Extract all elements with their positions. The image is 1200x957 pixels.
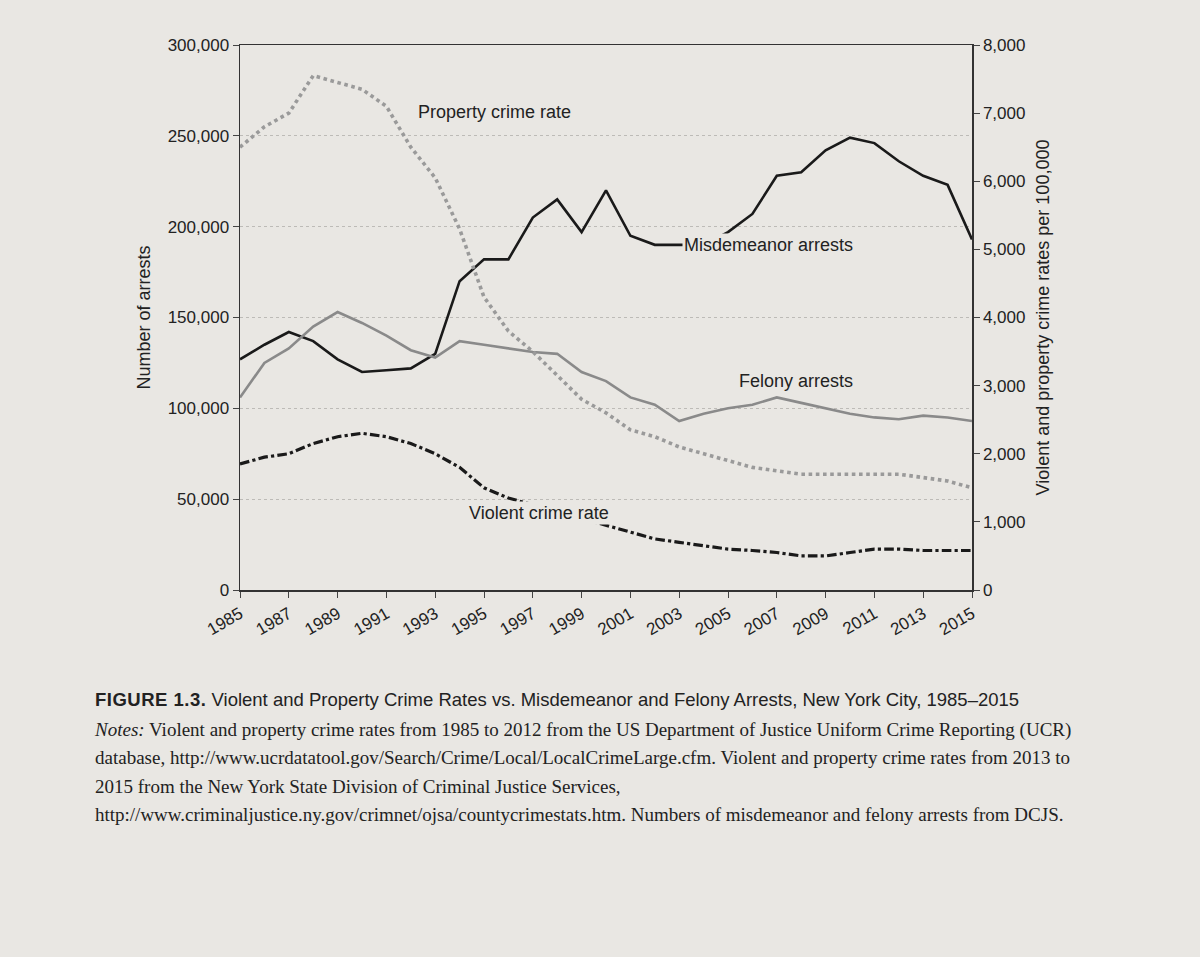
svg-text:3,000: 3,000 [983,377,1026,396]
svg-text:1989: 1989 [302,604,344,639]
svg-text:150,000: 150,000 [168,308,229,327]
svg-text:7,000: 7,000 [983,104,1026,123]
svg-text:2013: 2013 [887,604,929,639]
svg-text:2007: 2007 [741,604,783,639]
svg-text:1999: 1999 [546,604,588,639]
svg-text:50,000: 50,000 [177,490,229,509]
svg-text:8,000: 8,000 [983,36,1026,55]
svg-text:200,000: 200,000 [168,218,229,237]
svg-text:Property crime rate: Property crime rate [418,102,571,122]
html-text:Notes: Violent and property cr: Notes: Violent and property crime rates … [95,718,1072,826]
svg-text:2003: 2003 [643,604,685,639]
svg-text:1993: 1993 [399,604,441,639]
svg-text:2,000: 2,000 [983,445,1026,464]
svg-text:4,000: 4,000 [983,308,1026,327]
svg-text:Violent and property crime rat: Violent and property crime rates per 100… [1033,140,1053,496]
svg-text:Misdemeanor arrests: Misdemeanor arrests [684,235,853,255]
svg-text:Felony arrests: Felony arrests [739,371,853,391]
svg-text:2005: 2005 [692,604,734,639]
svg-text:6,000: 6,000 [983,172,1026,191]
svg-text:5,000: 5,000 [983,240,1026,259]
html-text:FIGURE 1.3. Violent and Proper: FIGURE 1.3. Violent and Property Crime R… [95,689,1020,710]
svg-text:1995: 1995 [448,604,490,639]
svg-text:2011: 2011 [839,604,880,639]
svg-text:1987: 1987 [253,604,295,639]
svg-text:1,000: 1,000 [983,513,1026,532]
svg-text:Violent crime rate: Violent crime rate [469,503,609,523]
svg-text:2001: 2001 [594,604,636,639]
svg-text:2015: 2015 [936,604,978,639]
svg-text:Number of arrests: Number of arrests [134,245,154,389]
svg-text:1997: 1997 [497,604,539,639]
svg-text:250,000: 250,000 [168,127,229,146]
svg-text:300,000: 300,000 [168,36,229,55]
svg-text:0: 0 [220,581,229,600]
svg-text:0: 0 [983,581,992,600]
svg-text:1991: 1991 [350,604,392,639]
svg-text:2009: 2009 [790,604,832,639]
svg-text:100,000: 100,000 [168,399,229,418]
svg-text:1985: 1985 [204,604,246,639]
